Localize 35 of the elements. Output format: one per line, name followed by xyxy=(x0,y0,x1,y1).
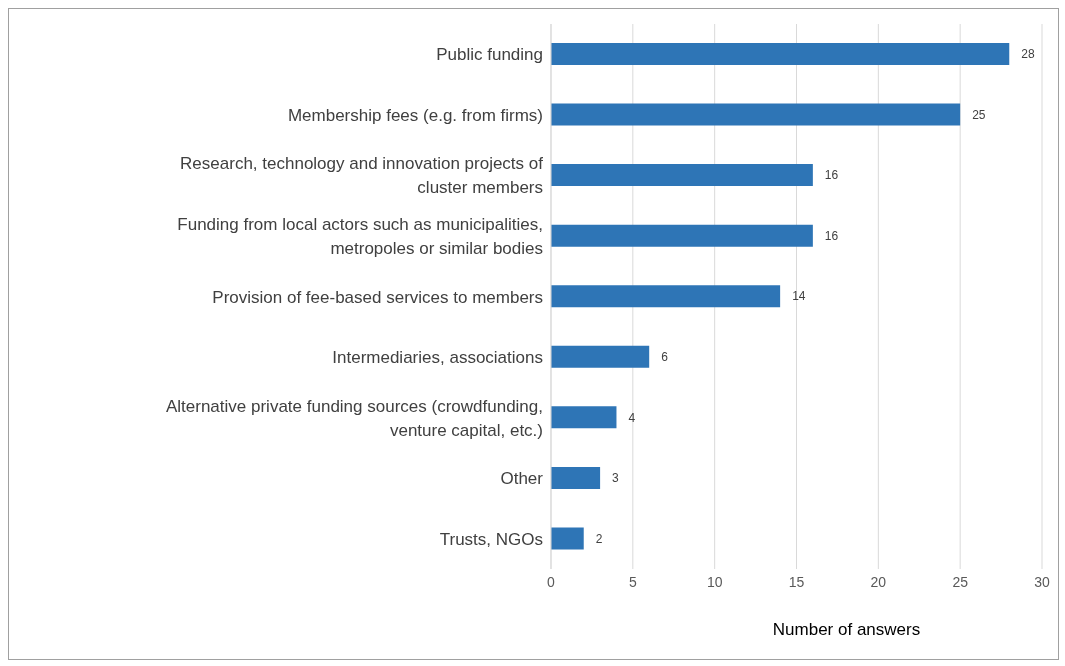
data-label: 3 xyxy=(612,471,620,486)
y-tick-label: Provision of fee-based services to members xyxy=(212,287,543,306)
x-axis-title: Number of answers xyxy=(772,620,921,639)
bar xyxy=(551,285,781,308)
bar xyxy=(551,164,813,187)
x-tick-label: 30 xyxy=(1034,573,1050,590)
y-tick-label: Funding from local actors such as municipalities, metropoles or similar bodies xyxy=(177,214,543,258)
bar xyxy=(551,43,1010,65)
x-tick-label: 0 xyxy=(547,573,556,590)
data-label: 16 xyxy=(824,168,839,183)
bar xyxy=(551,224,813,247)
bar xyxy=(551,527,584,550)
bar xyxy=(551,345,650,368)
y-tick-label: Intermediaries, associations xyxy=(332,347,543,367)
x-tick-label: 10 xyxy=(706,573,723,590)
y-tick-label: Membership fees (e.g. from firms) xyxy=(287,105,543,125)
data-label: 16 xyxy=(824,228,839,243)
bar xyxy=(551,103,961,126)
bar xyxy=(551,466,601,489)
data-label: 2 xyxy=(595,531,603,546)
bar xyxy=(551,406,617,429)
y-tick-label: Trusts, NGOs xyxy=(439,529,543,549)
x-tick-label: 20 xyxy=(870,573,887,590)
x-tick-label: 25 xyxy=(952,573,969,590)
y-tick-label: Public funding xyxy=(436,44,543,64)
data-label: 25 xyxy=(972,107,986,122)
data-label: 6 xyxy=(661,350,669,365)
y-tick-label: Research, technology and innovation projects of cluster members xyxy=(180,153,544,197)
y-tick-label: Other xyxy=(500,468,544,488)
x-tick-label: 15 xyxy=(788,573,805,590)
data-label: 14 xyxy=(792,289,806,304)
data-label: 4 xyxy=(628,410,636,425)
y-tick-label: Alternative private funding sources (crowdfunding, venture capital, etc.) xyxy=(165,396,543,440)
x-tick-label: 5 xyxy=(628,573,637,590)
data-label: 28 xyxy=(1021,47,1035,62)
